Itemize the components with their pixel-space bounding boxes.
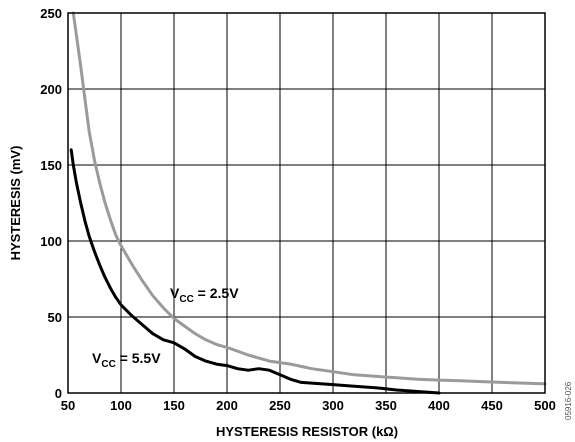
plot-frame <box>67 12 546 394</box>
y-tick-label: 50 <box>48 310 62 325</box>
annotation-vcc-2-5v: VCC = 2.5V <box>170 285 239 305</box>
x-tick-label: 100 <box>110 398 132 413</box>
y-tick-label: 100 <box>40 234 62 249</box>
series-lines <box>69 11 547 395</box>
y-tick-label: 200 <box>40 82 62 97</box>
y-tick-label: 150 <box>40 158 62 173</box>
annotation-vcc-5-5v: VCC = 5.5V <box>92 350 161 370</box>
y-axis-title: HYSTERESIS (mV) <box>8 146 23 261</box>
figure-code: 05916-026 <box>564 381 573 420</box>
y-tick-label: 0 <box>55 386 62 401</box>
x-tick-label: 250 <box>269 398 291 413</box>
x-tick-label: 50 <box>61 398 75 413</box>
x-tick-label: 150 <box>163 398 185 413</box>
series-line-vcc-5-5v <box>69 148 441 395</box>
x-tick-label: 450 <box>481 398 503 413</box>
series-line-vcc-2-5v <box>71 11 547 386</box>
x-tick-label: 350 <box>375 398 397 413</box>
x-axis-title: HYSTERESIS RESISTOR (kΩ) <box>216 424 398 439</box>
x-tick-label: 400 <box>428 398 450 413</box>
y-tick-label: 250 <box>40 6 62 21</box>
x-tick-label: 300 <box>322 398 344 413</box>
tick-labels: 50 100 150 200 250 300 350 400 450 50005010015020… <box>40 6 556 413</box>
x-tick-label: 200 <box>216 398 238 413</box>
x-tick-label: 500 <box>534 398 556 413</box>
grid-lines <box>67 12 546 394</box>
